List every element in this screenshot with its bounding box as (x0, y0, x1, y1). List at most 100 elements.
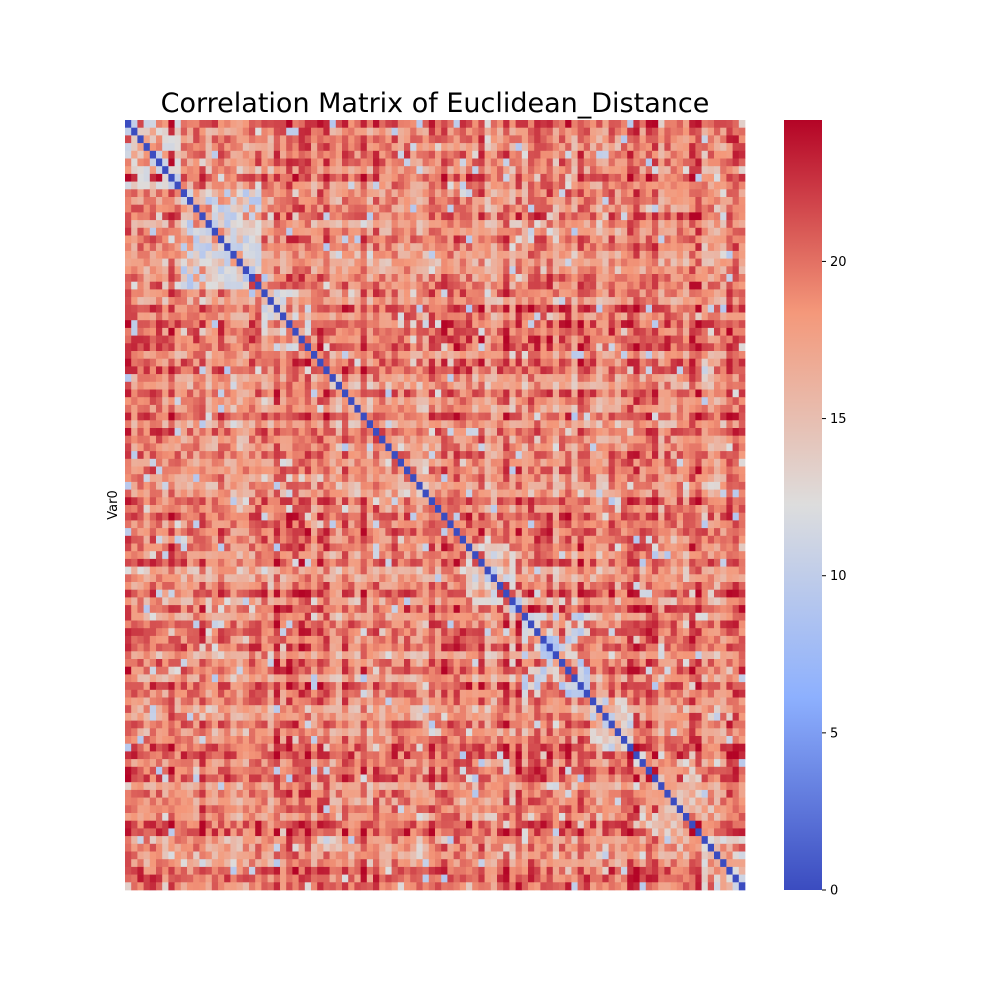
heatmap-cell (676, 343, 684, 352)
heatmap-cell (540, 374, 547, 383)
heatmap-cell (472, 358, 479, 367)
heatmap-cell (627, 220, 634, 229)
heatmap-cell (224, 320, 231, 329)
heatmap-cell (168, 250, 175, 259)
heatmap-cell (435, 428, 442, 437)
heatmap-cell (385, 443, 392, 452)
heatmap-cell (267, 135, 275, 144)
heatmap-cell (385, 351, 392, 360)
heatmap-cell (459, 443, 467, 452)
heatmap-cell (633, 220, 640, 229)
heatmap-cell (199, 481, 206, 490)
heatmap-cell (428, 120, 436, 129)
heatmap-cell (639, 358, 647, 367)
heatmap-cell (428, 489, 436, 498)
heatmap-cell (143, 189, 151, 198)
heatmap-cell (490, 428, 498, 437)
heatmap-cell (590, 135, 597, 144)
heatmap-cell (224, 358, 231, 367)
heatmap-cell (404, 404, 411, 413)
heatmap-cell (608, 166, 616, 175)
heatmap-cell (342, 243, 349, 252)
heatmap-cell (497, 135, 504, 144)
heatmap-cell (348, 166, 355, 175)
heatmap-cell (366, 289, 374, 298)
heatmap-cell (695, 358, 702, 367)
heatmap-cell (484, 135, 492, 144)
heatmap-cell (683, 220, 690, 229)
heatmap-cell (441, 489, 448, 498)
heatmap-cell (280, 381, 287, 390)
heatmap-cell (490, 343, 498, 352)
heatmap-cell (304, 358, 312, 367)
heatmap-cell (633, 458, 640, 467)
heatmap-cell (156, 304, 163, 313)
heatmap-cell (596, 135, 603, 144)
heatmap-cell (559, 204, 566, 213)
heatmap-cell (614, 389, 622, 398)
heatmap-cell (453, 243, 461, 252)
heatmap-cell (230, 250, 237, 259)
heatmap-cell (255, 297, 262, 306)
heatmap-cell (683, 404, 690, 413)
heatmap-cell (174, 443, 182, 452)
heatmap-cell (416, 474, 423, 483)
heatmap-cell (676, 474, 684, 483)
heatmap-cell (701, 227, 709, 236)
heatmap-cell (497, 443, 504, 452)
heatmap-cell (602, 297, 609, 306)
heatmap-cell (559, 197, 566, 206)
heatmap-cell (577, 320, 585, 329)
heatmap-cell (453, 166, 461, 175)
heatmap-cell (490, 381, 498, 390)
heatmap-cell (348, 412, 355, 421)
heatmap-cell (348, 497, 355, 506)
heatmap-cell (304, 135, 312, 144)
heatmap-cell (342, 435, 349, 444)
heatmap-cell (143, 297, 151, 306)
heatmap-cell (273, 404, 281, 413)
heatmap-cell (590, 481, 597, 490)
heatmap-cell (304, 443, 312, 452)
heatmap-cell (435, 143, 442, 152)
heatmap-cell (422, 297, 430, 306)
heatmap-cell (614, 481, 622, 490)
heatmap-cell (342, 343, 349, 352)
heatmap-cell (614, 204, 622, 213)
heatmap-cell (304, 404, 312, 413)
heatmap-cell (497, 212, 504, 221)
heatmap-cell (596, 435, 603, 444)
heatmap-cell (199, 227, 206, 236)
heatmap-cell (707, 274, 715, 283)
heatmap-cell (311, 197, 318, 206)
heatmap-cell (478, 366, 485, 375)
heatmap-cell (590, 227, 597, 236)
y-axis-label: Var0 (106, 490, 121, 519)
heatmap-cell (540, 127, 547, 136)
heatmap-cell (534, 404, 541, 413)
heatmap-cell (664, 389, 671, 398)
heatmap-cell (472, 204, 479, 213)
heatmap-cell (348, 173, 355, 182)
heatmap-cell (435, 489, 442, 498)
heatmap-cell (639, 220, 647, 229)
heatmap-cell (261, 428, 268, 437)
heatmap-cell (385, 335, 392, 344)
heatmap-cell (689, 397, 696, 406)
heatmap-cell (534, 197, 541, 206)
heatmap-cell (373, 497, 380, 506)
heatmap-cell (298, 258, 306, 267)
heatmap-cell (391, 320, 399, 329)
heatmap-cell (435, 266, 442, 275)
heatmap-cell (583, 227, 591, 236)
heatmap-cell (676, 443, 684, 452)
heatmap-cell (416, 389, 423, 398)
heatmap-cell (205, 497, 213, 506)
heatmap-cell (540, 497, 547, 506)
heatmap-cell (311, 243, 318, 252)
heatmap-cell (490, 227, 498, 236)
heatmap-cell (267, 250, 275, 259)
heatmap-cell (546, 297, 554, 306)
heatmap-cell (447, 343, 454, 352)
heatmap-cell (459, 466, 467, 475)
